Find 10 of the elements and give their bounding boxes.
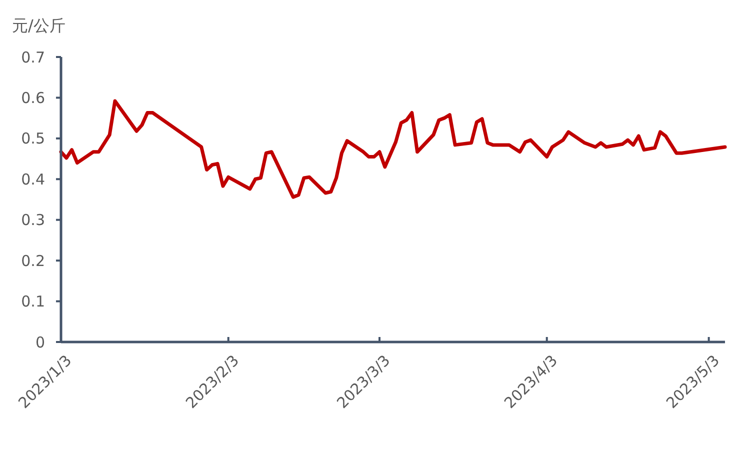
- y-tick-label: 0.7: [21, 48, 45, 66]
- y-tick-label: 0.6: [21, 88, 45, 107]
- y-tick-label: 0.3: [21, 211, 45, 230]
- line-series: [59, 99, 727, 199]
- y-tick-label: 0: [35, 333, 45, 352]
- y-tick-label: 0.1: [21, 292, 45, 311]
- y-tick-label: 0.5: [21, 130, 45, 148]
- y-tick-label: 0.4: [21, 170, 45, 188]
- y-tick-label: 0.2: [21, 252, 45, 270]
- y-axis-title: 元/公斤: [12, 16, 66, 35]
